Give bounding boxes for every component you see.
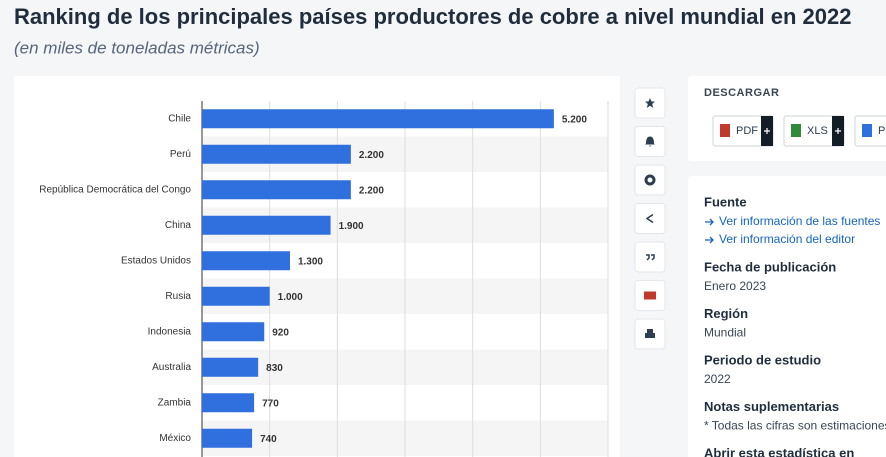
bar [202,109,554,129]
info-value: * Todas las cifras son estimaciones [704,419,886,433]
bar [202,428,253,448]
value-label: 1.300 [298,256,323,267]
title: Ranking de los principales países produc… [14,4,852,29]
value-label: 2.200 [359,150,384,161]
icon-shape [644,174,656,186]
category-label: Perú [170,149,191,160]
info-value: Mundial [704,326,746,340]
info-card [688,176,886,457]
bar [202,393,255,413]
info-label: Periodo de estudio [704,352,821,367]
category-label: Zambia [158,397,192,408]
download-label: PDF [736,125,758,137]
tool-icon [645,213,654,224]
source-link[interactable]: Ver información de las fuentes [719,214,880,228]
value-label: 830 [266,363,283,374]
value-label: 770 [262,398,279,409]
tool-button[interactable] [634,164,666,196]
bar [202,357,259,377]
bar [202,144,351,164]
tool-bar [634,87,666,350]
bar [202,180,351,200]
bar [202,322,265,342]
category-label: China [165,220,192,231]
button-icon [720,124,730,137]
plus-icon [764,128,770,134]
download-heading: DESCARGAR [704,87,779,99]
category-label: República Democrática del Congo [39,184,191,195]
bar [202,286,270,306]
info-label: Región [704,306,748,321]
tool-button[interactable] [634,241,666,273]
value-label: 5.200 [562,114,587,125]
value-label: 1.900 [339,221,364,232]
icon-shape [645,136,655,147]
category-label: Australia [152,362,191,373]
icon-shape [645,329,655,338]
info-value: Enero 2023 [704,279,766,293]
button-icon [791,124,801,137]
tool-icon [644,291,656,300]
bar [202,215,331,235]
download-buttons: PDF XLS PNG [712,115,886,147]
info-value: 2022 [704,372,731,386]
info: Fuente Ver información de las fuentes Ver … [704,194,886,457]
category-label: Estados Unidos [121,255,191,266]
category-label: Indonesia [148,326,192,337]
category-label: México [159,433,191,444]
category-label: Chile [168,113,191,124]
category-label: Rusia [165,291,191,302]
icon-shape [646,254,655,261]
info-label: Fecha de publicación [704,259,836,274]
subtitle: (en miles de toneladas métricas) [14,38,260,57]
value-label: 920 [272,327,289,338]
download-label: PNG [878,125,886,137]
icon-shape [645,98,655,108]
value-label: 1.000 [278,292,303,303]
arrow-icon [705,236,714,244]
tool-icon [645,329,655,338]
bar [202,251,290,271]
icon-shape [644,291,656,300]
source-heading: Fuente [704,194,747,209]
source-link[interactable]: Ver información del editor [719,232,855,246]
value-label: 2.200 [359,185,384,196]
value-label: 740 [260,434,277,445]
button-icon [862,124,872,137]
info-label: Notas suplementarias [704,399,839,414]
tool-icon [645,98,655,108]
arrow-icon [705,218,714,226]
chart: Chile 5.200 Perú 2.200 República Democrática… [39,101,609,457]
open-in: Abrir esta estadística en [704,445,854,457]
icon-shape [645,213,654,224]
tool-button[interactable] [634,203,666,234]
tool-icon [646,254,655,261]
download-label: XLS [807,125,828,137]
plus-icon [835,128,841,134]
tool-icon [645,136,655,147]
tool-icon [644,174,656,186]
